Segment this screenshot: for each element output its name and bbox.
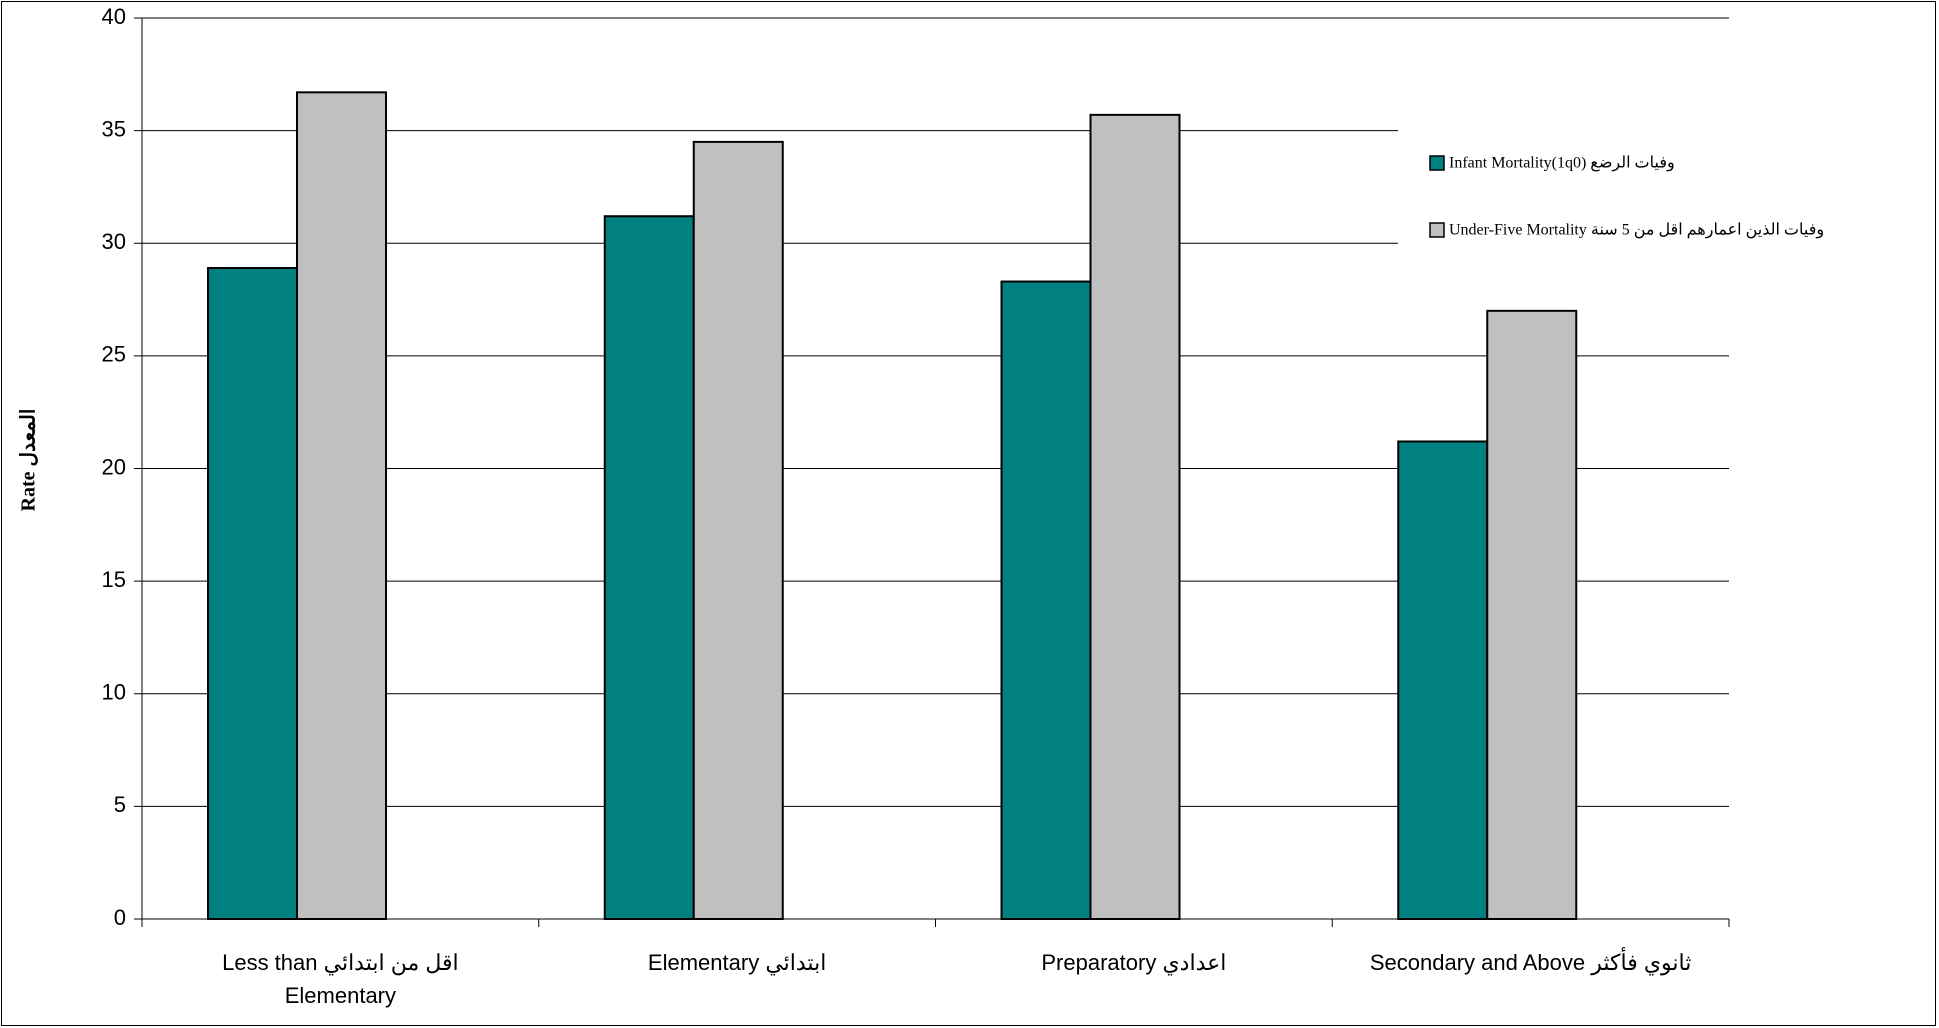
legend-swatch [1429,155,1445,171]
bar-under-five-mortality [692,140,784,920]
bar-infant-mortality [1000,280,1092,921]
x-category-label: Preparatory اعدادي [1041,950,1226,975]
y-tick-label: 25 [102,342,126,367]
legend-label: Under-Five Mortality وفيات الذين اعمارهم… [1449,222,1824,239]
legend-box [1398,128,1758,262]
bar-under-five-mortality [1089,113,1181,921]
x-category-label: Elementary ابتدائي [648,950,826,975]
bar-layer [207,91,1578,921]
y-tick-label: 10 [102,680,126,705]
axis-layer: 0 5 10 15 20 25 30 35 40 Less than اقل من ابتدائي… [102,4,1730,1008]
y-tick-label: 40 [102,4,126,29]
legend-label: Infant Mortality(1q0) وفيات الرضع [1449,155,1675,172]
y-tick-label: 20 [102,454,126,479]
y-tick-label: 15 [102,567,126,592]
y-tick-label: 5 [114,792,126,817]
x-category-label: Secondary and Above ثانوي فأكثر [1370,946,1692,976]
x-category-label: Elementary [285,983,396,1008]
legend: Infant Mortality(1q0) وفيات الرضع Under-F… [1398,128,1824,262]
bar-infant-mortality [207,267,298,920]
y-axis-title: Rate المعدل [18,409,40,512]
legend-swatch [1429,222,1445,238]
bar-under-five-mortality [296,91,387,920]
bar-under-five-mortality [1486,309,1578,920]
x-category-label: Less than اقل من ابتدائي [222,950,459,976]
y-tick-label: 0 [114,905,126,930]
bar-infant-mortality [1397,440,1489,920]
bar-infant-mortality [603,215,695,921]
y-tick-label: 35 [102,116,126,141]
y-tick-label: 30 [102,229,126,254]
